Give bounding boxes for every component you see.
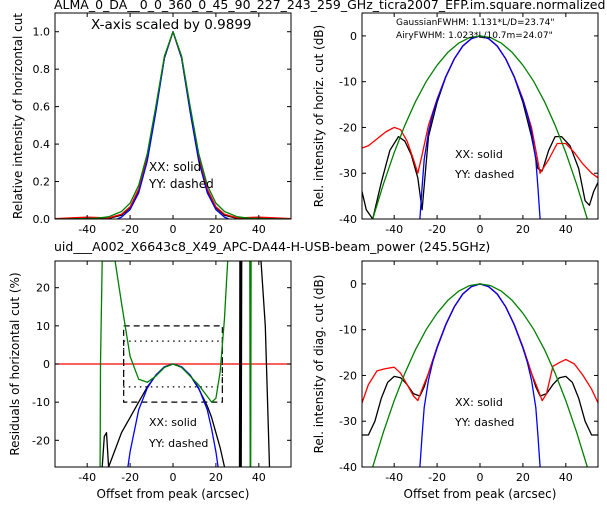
y-tick-label: 0 — [350, 278, 357, 291]
figure-title: ALMA_0_DA__0_0_360_0_45_90_227_243_259_G… — [54, 0, 605, 12]
x-tick-label: -40 — [385, 471, 403, 484]
ticks-bottom-left: -40 -20 0 20 40 20 10 0 -10 -20 — [32, 261, 291, 484]
ticks-bottom-right: -40 -20 0 20 40 0 -10 -20 -30 -40 — [339, 261, 598, 484]
dashed-spec-box — [123, 325, 223, 403]
series-line-bottom-left-2 — [258, 261, 271, 467]
y-tick-label: 0.2 — [33, 176, 51, 189]
ylabel-top-right: Rel. intensity of horiz. cut (dB) — [312, 25, 326, 207]
ylabel-bottom-left: Residuals of horizontal cut (%) — [8, 272, 22, 455]
y-tick-label: 0 — [350, 30, 357, 43]
y-tick-label: -10 — [339, 324, 357, 337]
legend-yy-dashed-bottom-right: YY: dashed — [454, 416, 514, 429]
panel-top-right: -40 -20 0 20 40 0 -10 -20 -30 -40 GaussianFWHM: 1… — [312, 12, 599, 236]
series-line-top-right-3 — [372, 35, 588, 219]
legend-xx-solid-top-right: XX: solid — [455, 148, 503, 161]
series-line-bottom-left-1 — [238, 261, 243, 467]
airy-fwhm-label: AiryFWHM: 1.023*L/10.7m=24.07" — [396, 31, 553, 41]
x-tick-label: -20 — [121, 471, 139, 484]
y-tick-label: -20 — [339, 121, 357, 134]
x-tick-label: -40 — [78, 471, 96, 484]
gaussian-fwhm-label: GaussianFWHM: 1.131*L/D=23.74" — [396, 18, 554, 28]
x-tick-label: 0 — [170, 471, 177, 484]
x-tick-label: 20 — [209, 223, 223, 236]
ticks-top-left: -40 -20 0 20 40 0.0 0.2 0.4 0.6 0.8 1.0 — [33, 13, 291, 236]
plot-lines-top-right — [362, 35, 598, 219]
y-tick-label: -30 — [339, 167, 357, 180]
y-tick-label: -10 — [32, 396, 50, 409]
x-tick-label: 40 — [252, 223, 266, 236]
y-tick-label: -30 — [339, 415, 357, 428]
dotted-spec-box — [123, 340, 223, 388]
x-tick-label: 40 — [559, 223, 573, 236]
figure-subtitle: uid___A002_X6643c8_X49_APC-DA44-H-USB-be… — [54, 239, 490, 254]
x-tick-label: -20 — [428, 471, 446, 484]
panel-bottom-right: -40 -20 0 20 40 0 -10 -20 -30 -40 XX: solid YY: d… — [312, 260, 599, 501]
legend-xx-solid-bottom-right: XX: solid — [455, 396, 503, 409]
y-tick-label: 0 — [43, 358, 50, 371]
ylabel-top-left: Relative intensity of horizontal cut — [11, 13, 25, 219]
x-tick-label: -20 — [428, 223, 446, 236]
y-tick-label: 1.0 — [33, 26, 51, 39]
x-tick-label: 20 — [516, 471, 530, 484]
legend-xx-solid-top-left: XX: solid — [149, 160, 201, 174]
panel-top-left: -40 -20 0 20 40 0.0 0.2 0.4 0.6 0.8 1.0 X-axis sca… — [11, 12, 292, 236]
x-tick-label: -40 — [78, 223, 96, 236]
series-line-top-left-3 — [55, 31, 291, 219]
y-tick-label: 0.8 — [33, 63, 51, 76]
y-tick-label: 0.0 — [33, 213, 51, 226]
x-tick-label: 0 — [477, 471, 484, 484]
legend-yy-dashed-bottom-left: YY: dashed — [148, 437, 208, 450]
scale-note: X-axis scaled by 0.9899 — [91, 17, 252, 33]
x-tick-label: 0 — [170, 223, 177, 236]
x-tick-label: 40 — [252, 471, 266, 484]
panel-bottom-left: -40 -20 0 20 40 20 10 0 -10 -20 XX: solid YY: das… — [8, 260, 292, 501]
xlabel-bottom-right: Offset from peak (arcsec) — [404, 487, 557, 501]
y-tick-label: -20 — [32, 434, 50, 447]
legend-yy-dashed-top-left: YY: dashed — [148, 177, 214, 191]
series-line-bottom-left-4 — [99, 261, 229, 467]
y-tick-label: 10 — [36, 320, 50, 333]
y-tick-label: 20 — [36, 282, 50, 295]
series-line-bottom-left-5 — [249, 261, 252, 467]
ylabel-bottom-right: Rel. intensity of diag. cut (dB) — [312, 275, 326, 454]
y-tick-label: 0.4 — [33, 138, 51, 151]
x-tick-label: 20 — [209, 471, 223, 484]
plot-lines-bottom-right — [362, 283, 598, 467]
legend-yy-dashed-top-right: YY: dashed — [454, 168, 514, 181]
xlabel-bottom-left: Offset from peak (arcsec) — [97, 487, 250, 501]
x-tick-label: 0 — [477, 223, 484, 236]
x-tick-label: 20 — [516, 223, 530, 236]
x-tick-label: -40 — [385, 223, 403, 236]
y-tick-label: -20 — [339, 369, 357, 382]
plot-lines-top-left — [55, 31, 291, 219]
y-tick-label: -40 — [339, 213, 357, 226]
ticks-top-right: -40 -20 0 20 40 0 -10 -20 -30 -40 — [339, 13, 598, 236]
y-tick-label: 0.6 — [33, 101, 51, 114]
y-tick-label: -40 — [339, 461, 357, 474]
plot-lines-bottom-left — [55, 261, 291, 467]
y-tick-label: -10 — [339, 76, 357, 89]
x-tick-label: 40 — [559, 471, 573, 484]
legend-xx-solid-bottom-left: XX: solid — [149, 416, 197, 429]
series-line-bottom-right-3 — [372, 283, 588, 467]
x-tick-label: -20 — [121, 223, 139, 236]
